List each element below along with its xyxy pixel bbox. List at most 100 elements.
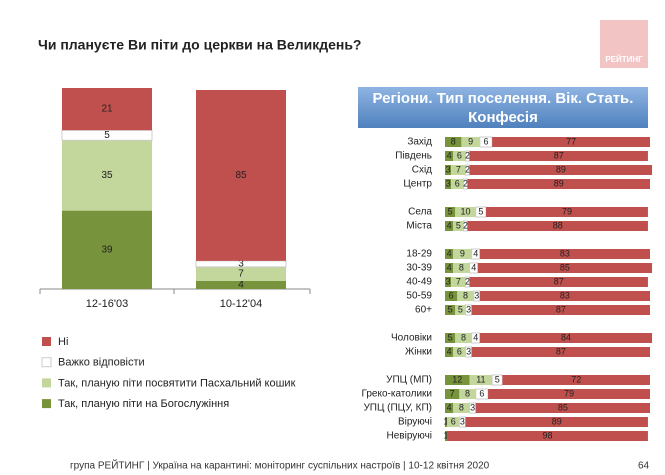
bar-segment bbox=[445, 277, 452, 287]
data-label: 21 bbox=[101, 104, 113, 115]
bar-segment bbox=[61, 129, 153, 141]
bar-segment bbox=[62, 140, 152, 211]
y-tick-label: 30-39 bbox=[406, 263, 432, 274]
data-label: 88 bbox=[553, 220, 563, 230]
data-label: 2 bbox=[465, 150, 470, 160]
y-tick-label: 50-59 bbox=[406, 291, 432, 302]
x-tick-label: 12-16'03 bbox=[86, 298, 128, 310]
data-label: 87 bbox=[554, 276, 564, 286]
bar-segment bbox=[196, 90, 286, 261]
data-label: 4 bbox=[447, 220, 452, 230]
data-label: 6 bbox=[457, 346, 462, 356]
bar-segment bbox=[62, 210, 152, 289]
y-tick-label: Схід bbox=[412, 165, 432, 176]
bar-segment bbox=[453, 347, 466, 357]
data-label: 6 bbox=[455, 178, 460, 188]
bar-segment bbox=[445, 375, 470, 385]
data-label: 7 bbox=[456, 276, 461, 286]
data-label: 12 bbox=[452, 374, 462, 384]
bar-segment bbox=[445, 347, 454, 357]
bar-segment bbox=[461, 137, 480, 147]
y-tick-label: УПЦ (МП) bbox=[386, 375, 432, 386]
data-label: 39 bbox=[101, 244, 113, 255]
data-label: 11 bbox=[476, 374, 485, 384]
data-label: 4 bbox=[473, 248, 478, 258]
data-label: 4 bbox=[447, 262, 452, 272]
bar-segment bbox=[467, 221, 648, 231]
bar-segment bbox=[445, 263, 454, 273]
y-tick-label: Села bbox=[408, 207, 432, 218]
bar-segment bbox=[196, 280, 286, 289]
y-tick-label: УПЦ (ПЦУ, КП) bbox=[363, 403, 432, 414]
data-label: 4 bbox=[238, 280, 244, 291]
data-label: 9 bbox=[468, 136, 473, 146]
bar-segment bbox=[445, 221, 454, 231]
data-label: 77 bbox=[566, 136, 576, 146]
bar-segment bbox=[467, 179, 650, 189]
bar-segment bbox=[455, 305, 466, 315]
data-label: 8 bbox=[451, 136, 456, 146]
y-tick-label: 40-49 bbox=[406, 277, 432, 288]
data-label: 85 bbox=[558, 402, 568, 412]
data-label: 87 bbox=[554, 150, 564, 160]
data-label: 8 bbox=[465, 388, 470, 398]
data-label: 2 bbox=[465, 164, 470, 174]
y-tick-label: Центр bbox=[403, 179, 432, 190]
data-label: 3 bbox=[446, 276, 451, 286]
y-tick-label: 18-29 bbox=[406, 249, 432, 260]
data-label: 4 bbox=[471, 262, 476, 272]
bar-segment bbox=[492, 137, 650, 147]
logo-box bbox=[600, 20, 648, 68]
data-label: 3 bbox=[466, 346, 471, 356]
data-label: 5 bbox=[456, 220, 461, 230]
bar-segment bbox=[453, 249, 472, 259]
data-label: 8 bbox=[463, 290, 468, 300]
data-label: 87 bbox=[556, 304, 566, 314]
data-label: 3 bbox=[466, 304, 471, 314]
data-label: 2 bbox=[463, 220, 468, 230]
y-tick-label: Південь bbox=[395, 151, 432, 162]
data-label: 4 bbox=[473, 332, 478, 342]
bar-segment bbox=[477, 263, 653, 273]
data-label: 4 bbox=[447, 402, 452, 412]
legend-label: Так, планую піти посвятити Пасхальний ко… bbox=[58, 377, 296, 389]
bar-segment bbox=[488, 389, 650, 399]
bar-segment bbox=[445, 291, 458, 301]
data-label: 6 bbox=[479, 388, 484, 398]
bar-segment bbox=[445, 137, 462, 147]
y-tick-label: Чоловіки bbox=[391, 333, 432, 344]
y-tick-label: Жінки bbox=[405, 347, 432, 358]
data-label: 8 bbox=[461, 332, 466, 342]
bar-segment bbox=[445, 305, 456, 315]
bar-segment bbox=[445, 207, 456, 217]
data-label: 8 bbox=[459, 262, 464, 272]
legend-swatch bbox=[42, 378, 51, 388]
bar-segment bbox=[459, 389, 476, 399]
data-label: 5 bbox=[478, 206, 483, 216]
data-label: 35 bbox=[101, 170, 113, 181]
data-label: 5 bbox=[458, 304, 463, 314]
data-label: 3 bbox=[446, 164, 451, 174]
data-label: 7 bbox=[456, 164, 461, 174]
y-tick-label: 60+ bbox=[415, 305, 432, 316]
bar-segment bbox=[455, 207, 476, 217]
page-number: 64 bbox=[638, 461, 650, 472]
data-label: 89 bbox=[552, 416, 562, 426]
bar-segment bbox=[445, 249, 454, 259]
y-tick-label: Віруючі bbox=[398, 417, 432, 428]
bar-segment bbox=[471, 347, 650, 357]
bar-segment bbox=[445, 179, 452, 189]
bar-segment bbox=[451, 179, 464, 189]
data-label: 79 bbox=[562, 206, 572, 216]
bar-segment bbox=[465, 417, 648, 427]
bar-segment bbox=[502, 375, 650, 385]
data-label: 84 bbox=[561, 332, 571, 342]
legend-label: Важко відповісти bbox=[58, 357, 145, 369]
y-tick-label: Міста bbox=[406, 221, 432, 232]
data-label: 2 bbox=[465, 276, 470, 286]
bar-segment bbox=[445, 403, 454, 413]
data-label: 6 bbox=[451, 416, 456, 426]
data-label: 1 bbox=[444, 430, 449, 440]
data-label: 83 bbox=[560, 248, 570, 258]
